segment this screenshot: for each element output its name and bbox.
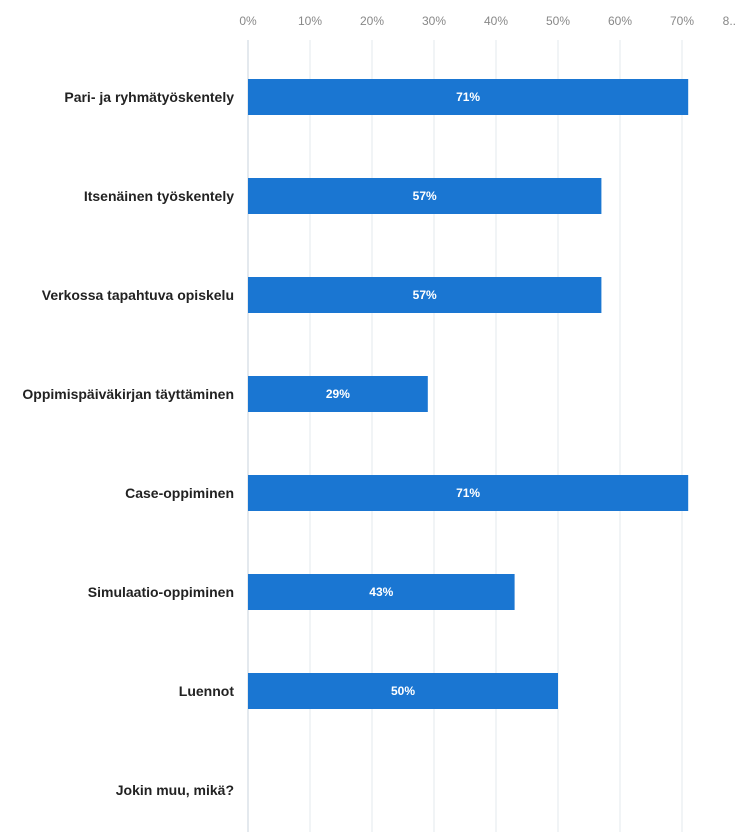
y-tick-label: Itsenäinen työskentely	[83, 188, 234, 204]
data-label: 43%	[369, 585, 393, 599]
y-tick-label: Simulaatio-oppiminen	[87, 584, 234, 600]
bar	[248, 79, 689, 115]
bar	[248, 574, 515, 610]
x-tick-label: 20%	[360, 14, 384, 28]
bar	[248, 376, 428, 412]
x-tick-label: 70%	[670, 14, 694, 28]
x-tick-label: 10%	[298, 14, 322, 28]
x-tick-label: 8..	[723, 14, 736, 28]
y-tick-label: Pari- ja ryhmätyöskentely	[64, 89, 234, 105]
y-tick-label: Luennot	[178, 683, 234, 699]
data-label: 57%	[413, 189, 437, 203]
y-tick-label: Case-oppiminen	[125, 485, 234, 501]
bar	[248, 178, 602, 214]
x-tick-label: 30%	[422, 14, 446, 28]
data-label: 71%	[456, 90, 480, 104]
x-tick-label: 0%	[239, 14, 257, 28]
bar	[248, 475, 689, 511]
y-tick-label: Verkossa tapahtuva opiskelu	[41, 287, 234, 303]
y-tick-label: Oppimispäiväkirjan täyttäminen	[22, 386, 234, 402]
data-label: 29%	[326, 387, 350, 401]
bar	[248, 673, 558, 709]
data-label: 71%	[456, 486, 480, 500]
bar	[248, 277, 602, 313]
data-label: 50%	[391, 684, 415, 698]
x-tick-label: 60%	[608, 14, 632, 28]
x-tick-label: 50%	[546, 14, 570, 28]
data-label: 57%	[413, 288, 437, 302]
x-tick-label: 40%	[484, 14, 508, 28]
y-tick-label: Jokin muu, mikä?	[115, 782, 234, 798]
